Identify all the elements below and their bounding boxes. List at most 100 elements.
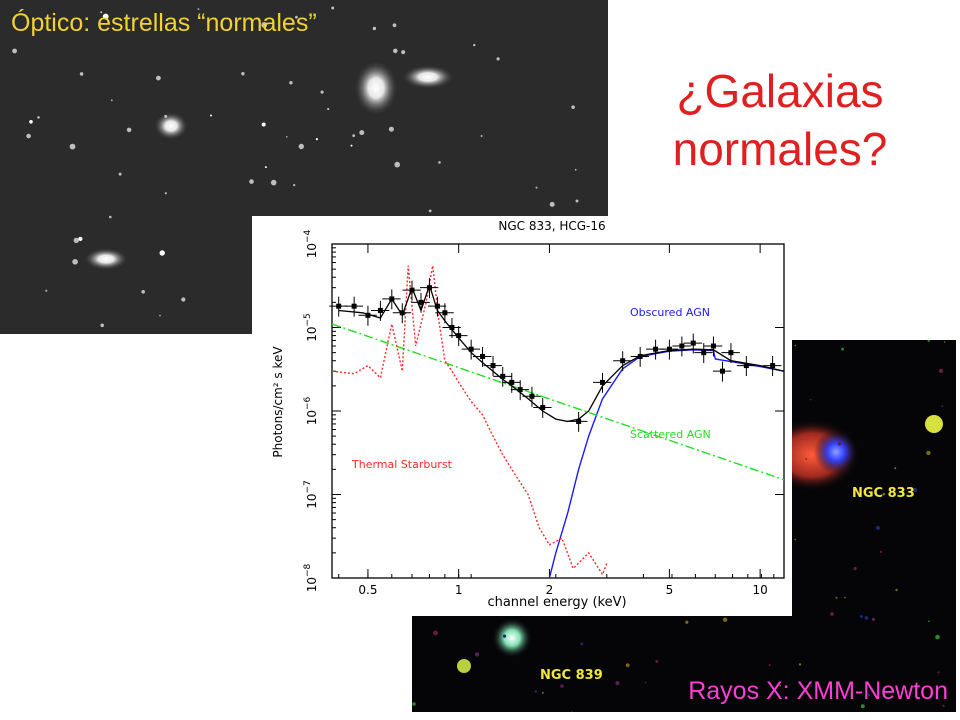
svg-text:10−6: 10−6 [303, 396, 319, 425]
star [100, 323, 104, 328]
xray-noise-speck [625, 663, 630, 668]
xray-noise-speck [882, 492, 886, 496]
data-point [461, 339, 481, 360]
xray-noise-speck [859, 615, 863, 618]
star [249, 179, 254, 184]
star [401, 50, 406, 55]
xray-noise-speck [805, 458, 807, 460]
data-point [344, 296, 363, 317]
xray-noise-speck [615, 681, 620, 686]
star [438, 161, 441, 164]
plot-area: 0.5 1 2 5 10 10−8 10−7 10−6 10−5 10−4 Obscured AGN… [303, 229, 785, 597]
ngc839-source [492, 618, 532, 658]
star [264, 166, 267, 169]
star [473, 43, 476, 47]
data-point [442, 317, 461, 338]
star [352, 134, 356, 138]
y-axis-label: Photons/cm² s keV [271, 346, 285, 458]
data-point [392, 303, 412, 324]
data-point [510, 380, 530, 401]
xray-noise-speck [794, 538, 796, 541]
xray-spectrum-plot: NGC 833, HCG-16 channel energy (keV) Pho… [252, 216, 792, 616]
data-point [763, 356, 782, 377]
star [26, 133, 31, 139]
xray-noise-speck [655, 660, 659, 663]
star [12, 48, 17, 54]
star [393, 48, 398, 54]
star [241, 72, 245, 76]
star [350, 144, 353, 147]
star [293, 184, 296, 187]
xray-noise-speck [941, 405, 943, 407]
xray-noise-speck [864, 616, 869, 620]
data-point [683, 333, 703, 354]
data-point [382, 289, 401, 310]
xray-noise-speck [644, 681, 647, 684]
star [289, 81, 293, 85]
star [571, 105, 575, 109]
xray-noise-speck [841, 347, 844, 351]
spectrum-chart: NGC 833, HCG-16 channel energy (keV) Pho… [271, 219, 785, 610]
star [29, 120, 33, 124]
x-tick-label: 10 [752, 583, 767, 597]
star [320, 90, 324, 94]
star [261, 122, 266, 127]
star [102, 13, 109, 20]
xray-noise-speck [844, 596, 846, 599]
xray-noise-speck [794, 344, 797, 347]
xray-noise-speck [779, 684, 782, 687]
xray-noise-speck [942, 704, 945, 707]
x-tick-label: 0.5 [358, 583, 377, 597]
xray-noise-speck [502, 634, 507, 638]
title-line-1: ¿Galaxias [676, 65, 884, 117]
xray-noise-speck [698, 690, 701, 692]
xray-noise-speck [928, 620, 930, 623]
annotation-thermal-starburst: Thermal Starburst [351, 458, 453, 471]
series-total-model [338, 283, 785, 423]
star [72, 259, 78, 265]
svg-text:10−7: 10−7 [303, 480, 319, 509]
xray-caption: Rayos X: XMM-Newton [688, 677, 948, 705]
xray-noise-speck [412, 702, 416, 706]
star [575, 199, 579, 203]
ngc833-source [814, 430, 858, 474]
galaxy-elliptical [154, 112, 188, 140]
star [78, 236, 83, 241]
data-point [358, 305, 377, 326]
star [331, 6, 335, 10]
star [394, 161, 401, 168]
data-point [329, 296, 348, 317]
data-point [703, 336, 723, 357]
xray-noise-speck [943, 341, 946, 343]
xray-noise-speck [935, 634, 940, 640]
y-tick-label: 10−6 [303, 396, 319, 425]
xray-noise-speck [927, 340, 930, 342]
star [261, 22, 268, 28]
data-point [630, 346, 650, 367]
data-point [411, 292, 430, 313]
y-tick-label: 10−5 [303, 313, 319, 342]
xray-noise-speck [860, 704, 865, 709]
data-point [593, 372, 612, 393]
data-point [435, 303, 454, 324]
xray-noise-speck [853, 566, 857, 571]
star [372, 26, 377, 31]
data-point [736, 356, 756, 377]
star [181, 297, 186, 302]
star [210, 114, 212, 117]
xray-noise-speck [830, 612, 834, 616]
xray-noise-speck [580, 642, 584, 646]
xray-noise-speck [722, 617, 728, 622]
star [359, 130, 365, 136]
xray-noise-speck [560, 684, 564, 688]
data-point [473, 346, 492, 367]
svg-text:10−8: 10−8 [303, 563, 319, 592]
chart-title: NGC 833, HCG-16 [498, 219, 605, 233]
xray-noise-speck [810, 685, 812, 688]
star [164, 114, 168, 118]
xray-noise-speck [534, 690, 537, 693]
star [549, 201, 555, 207]
data-point [370, 300, 390, 321]
data-point [419, 278, 439, 299]
xray-noise-speck [474, 652, 480, 657]
